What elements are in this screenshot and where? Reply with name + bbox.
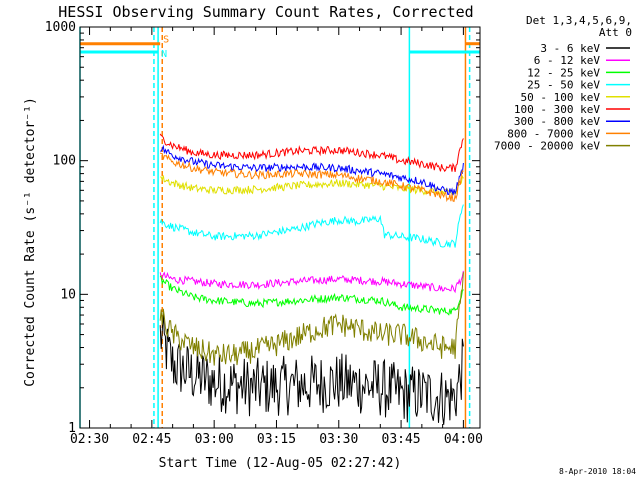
legend-label-1: 6 - 12 keV [534, 54, 601, 67]
x-axis-label: Start Time (12-Aug-05 02:27:42) [159, 456, 402, 471]
y-tick-label-2: 100 [53, 154, 76, 169]
legend-label-4: 50 - 100 keV [521, 91, 601, 104]
series-line-8 [159, 272, 464, 366]
y-axis-label: Corrected Count Rate (s⁻¹ detector⁻¹) [23, 97, 38, 387]
flag-label-n: N [161, 49, 167, 60]
legend-label-5: 100 - 300 keV [514, 103, 600, 116]
chart-title: HESSI Observing Summary Count Rates, Cor… [58, 3, 473, 21]
x-tick-label-3: 03:15 [257, 432, 296, 447]
series-line-3 [159, 204, 464, 248]
series-line-7 [159, 152, 464, 203]
legend-title-line-1: Att 0 [599, 26, 632, 39]
x-tick-label-6: 04:00 [444, 432, 483, 447]
y-tick-label-0: 1 [68, 421, 76, 436]
legend-label-2: 12 - 25 keV [527, 66, 600, 79]
legend-title-line-0: Det 1,3,4,5,6,9, [526, 14, 632, 27]
plot-frame [79, 26, 481, 429]
legend-label-3: 25 - 50 keV [527, 79, 600, 92]
series-line-4 [160, 174, 464, 198]
x-tick-label-0: 02:30 [70, 432, 109, 447]
series-line-2 [159, 275, 464, 316]
x-tick-label-5: 03:45 [382, 432, 421, 447]
y-tick-label-3: 1000 [45, 20, 76, 35]
legend-label-0: 3 - 6 keV [540, 42, 600, 55]
footer-timestamp: 8-Apr-2010 18:04 [559, 467, 636, 476]
x-tick-label-2: 03:00 [195, 432, 234, 447]
series-line-6 [160, 144, 464, 196]
x-tick-label-4: 03:30 [319, 432, 358, 447]
legend-label-7: 800 - 7000 keV [507, 127, 600, 140]
flag-label-s: S [163, 35, 169, 46]
series-line-0 [159, 312, 464, 425]
series-line-5 [159, 133, 464, 173]
plot-area: SN 1 10 100 1000 02:30 02:45 03:00 03:15 03:30 03:… [45, 20, 483, 447]
x-tick-label-1: 02:45 [132, 432, 171, 447]
y-tick-label-1: 10 [60, 287, 76, 302]
legend-label-6: 300 - 800 keV [514, 115, 600, 128]
legend-label-8: 7000 - 20000 keV [494, 140, 600, 153]
series-line-1 [159, 270, 464, 294]
